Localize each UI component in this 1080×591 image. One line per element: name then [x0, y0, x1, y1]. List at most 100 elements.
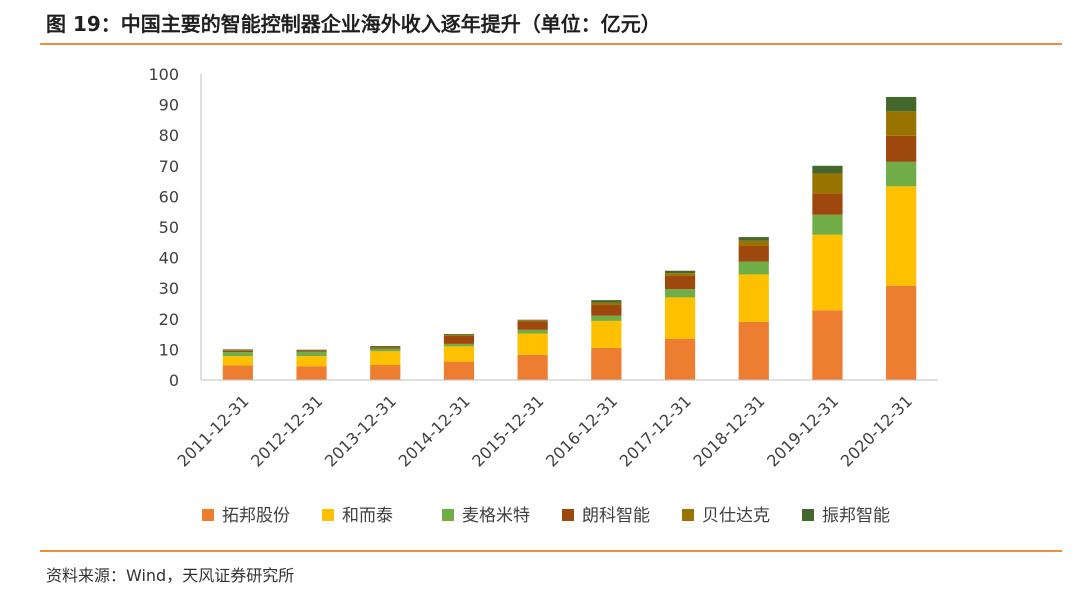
bar-segment	[222, 349, 253, 351]
bar-segment	[591, 347, 622, 380]
header-divider	[40, 43, 1062, 45]
bar-segment	[591, 302, 622, 306]
bar-segment	[517, 329, 548, 334]
bar-segment	[370, 347, 401, 349]
y-tick-label: 60	[159, 187, 179, 206]
bar-segment	[591, 315, 622, 321]
y-axis-ticks: 0 10 20 30 40 50 60 70 80 90 100	[148, 65, 179, 390]
x-tick-label: 2014-12-31	[395, 391, 474, 470]
bar-segment	[738, 237, 769, 241]
footer-divider	[40, 550, 1062, 552]
x-tick-label: 2017-12-31	[616, 391, 695, 470]
bar-segment	[886, 285, 917, 380]
bar-segment	[222, 365, 253, 380]
bar-segment	[443, 343, 475, 347]
legend-label: 拓邦股份	[222, 506, 290, 526]
bar-segment	[222, 350, 253, 351]
legend-swatch	[682, 509, 694, 521]
bar-segment	[812, 214, 843, 235]
legend-swatch	[562, 509, 574, 521]
bar-segment	[296, 349, 327, 351]
y-tick-label: 20	[159, 310, 179, 329]
bar-segment	[664, 275, 696, 290]
x-tick-label: 2019-12-31	[763, 391, 842, 470]
legend-label: 和而泰	[342, 506, 393, 526]
bar-segment	[812, 193, 843, 215]
bar-segment	[738, 240, 769, 246]
y-tick-label: 30	[159, 279, 179, 298]
x-tick-label: 2012-12-31	[247, 391, 326, 470]
x-tick-label: 2016-12-31	[542, 391, 621, 470]
bar-segment	[517, 333, 548, 355]
bar-segment	[370, 348, 401, 352]
source-note: 资料来源：Wind，天风证券研究所	[46, 566, 295, 585]
bar-segment	[370, 346, 401, 347]
bar-segment	[296, 350, 327, 352]
bar-segment	[370, 365, 401, 380]
y-tick-label: 100	[148, 65, 179, 84]
bar-segment	[222, 352, 253, 357]
bar-segment	[738, 321, 769, 380]
bar-segment	[664, 338, 696, 380]
y-tick-label: 40	[159, 249, 179, 268]
y-tick-label: 70	[159, 157, 179, 176]
x-tick-label: 2018-12-31	[689, 391, 768, 470]
legend-label: 贝仕达克	[702, 506, 770, 526]
y-tick-label: 50	[159, 218, 179, 237]
x-tick-label: 2011-12-31	[173, 391, 252, 470]
bar-segment	[296, 356, 327, 367]
bar-segment	[812, 310, 843, 380]
legend: 拓邦股份 和而泰 麦格米特 朗科智能 贝仕达克 振邦智能	[202, 506, 890, 526]
bar-segment	[664, 273, 696, 276]
bar-segment	[886, 135, 917, 162]
bar-segment	[443, 334, 475, 336]
legend-label: 振邦智能	[822, 506, 890, 526]
bar-segment	[664, 297, 696, 339]
bar-segment	[443, 335, 475, 344]
bar-segment	[443, 361, 475, 380]
bar-segment	[370, 351, 401, 366]
bar-segment	[738, 261, 769, 275]
bar-segment	[812, 234, 843, 311]
bar-segment	[664, 289, 696, 298]
y-tick-label: 0	[169, 371, 179, 390]
bar-segment	[886, 96, 917, 112]
x-tick-label: 2015-12-31	[468, 391, 547, 470]
legend-swatch	[322, 509, 334, 521]
bar-segment	[222, 350, 253, 353]
legend-label: 朗科智能	[582, 506, 650, 526]
legend-swatch	[442, 509, 454, 521]
x-tick-label: 2013-12-31	[321, 391, 400, 470]
bar-segment	[591, 305, 622, 316]
bar-segment	[370, 346, 401, 348]
y-tick-label: 80	[159, 126, 179, 145]
bar-segment	[443, 335, 475, 336]
bar-segment	[222, 356, 253, 366]
bars	[222, 96, 917, 380]
bar-segment	[886, 186, 917, 286]
bar-segment	[443, 346, 475, 362]
bar-segment	[517, 321, 548, 330]
bar-segment	[296, 351, 327, 353]
x-tick-label: 2020-12-31	[837, 391, 916, 470]
bar-segment	[591, 300, 622, 303]
y-tick-label: 10	[159, 340, 179, 359]
bar-segment	[664, 270, 696, 274]
bar-segment	[296, 352, 327, 357]
bar-segment	[517, 354, 548, 380]
figure-title: 图 19：中国主要的智能控制器企业海外收入逐年提升（单位：亿元）	[46, 12, 661, 36]
bar-segment	[886, 111, 917, 136]
bar-segment	[738, 245, 769, 262]
bar-segment	[296, 366, 327, 380]
legend-swatch	[202, 509, 214, 521]
legend-swatch	[802, 509, 814, 521]
y-tick-label: 90	[159, 96, 179, 115]
bar-segment	[517, 320, 548, 322]
bar-segment	[738, 274, 769, 322]
bar-segment	[812, 165, 843, 174]
bar-segment	[591, 320, 622, 348]
bar-segment	[517, 319, 548, 321]
bar-segment	[812, 173, 843, 194]
bar-segment	[886, 161, 917, 187]
